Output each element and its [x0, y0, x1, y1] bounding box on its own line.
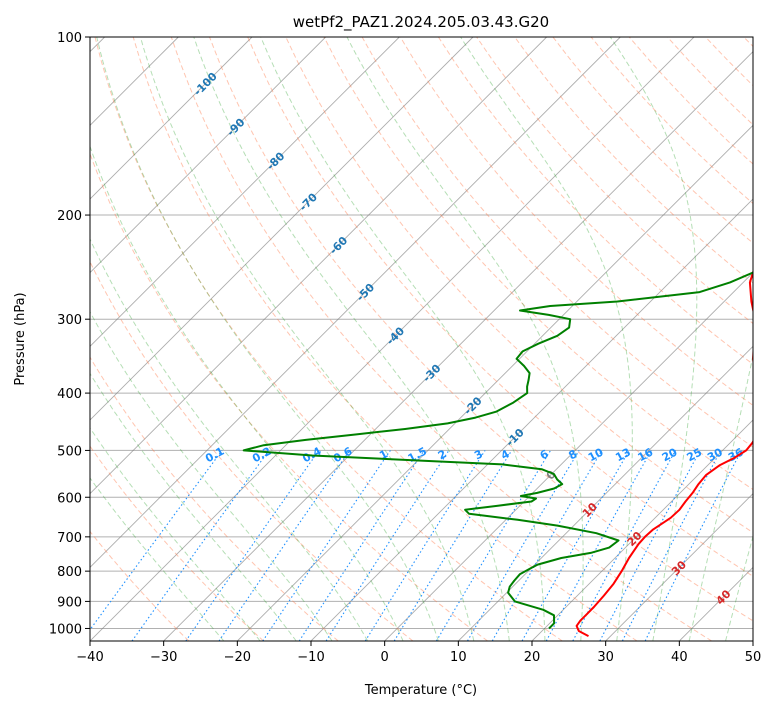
mixing-ratio-label: 30 — [705, 445, 725, 464]
moist-adiabat-line — [90, 427, 261, 641]
moist-adiabat-line — [139, 37, 475, 641]
x-tick-label: −30 — [150, 650, 177, 665]
mixing-ratio-line — [325, 450, 450, 641]
dry-adiabat-line — [437, 37, 753, 365]
plot-area: 0.1 0.2 0.4 0.6 1 1.5 2 3 4 6 8 10 13 16 20 25 30 36-100-… — [90, 37, 753, 641]
dry-adiabat-line — [90, 260, 414, 641]
isotherm-line — [752, 640, 753, 641]
mixing-ratio-label: 25 — [685, 446, 705, 465]
moist-adiabat-line — [96, 37, 439, 641]
dry-adiabat-line — [247, 37, 753, 577]
moist-adiabat-line — [90, 145, 404, 641]
plot-frame — [89, 36, 754, 642]
isotherm-line — [310, 198, 753, 641]
mixing-ratio-line — [262, 450, 391, 641]
y-tick-label: 400 — [57, 387, 82, 402]
mixing-ratio-line — [644, 450, 742, 641]
moist-adiabat-line — [193, 37, 510, 641]
isotherm-line — [237, 124, 753, 641]
x-tick-label: 0 — [381, 650, 389, 665]
isotherm-line — [90, 37, 326, 274]
axes: −40 −30 −20 −10 0 10 20 30 40 50 100 200 300 400 500 60… — [49, 31, 761, 665]
plot-background — [90, 37, 753, 641]
mixing-ratio-line — [218, 450, 351, 641]
y-tick-label: 100 — [57, 31, 82, 46]
isotherm-line — [163, 51, 753, 641]
mixing-ratio-line — [131, 450, 270, 641]
dry-adiabat-line — [94, 37, 563, 641]
dry-adiabat-line — [132, 37, 638, 641]
isotherm-line — [605, 493, 753, 641]
y-tick-label: 200 — [57, 209, 82, 224]
mixing-ratio-label: 20 — [660, 445, 680, 464]
moist-adiabat-line — [90, 372, 297, 641]
isotherm-line — [90, 37, 253, 200]
x-tick-label: 30 — [597, 650, 614, 665]
x-axis-label: Temperature (°C) — [364, 683, 477, 698]
dry-adiabat-line — [170, 37, 712, 641]
isotherm-line — [90, 37, 695, 641]
dry-adiabat-line — [323, 37, 753, 491]
dry-adiabat-line — [90, 356, 339, 641]
x-tick-label: −40 — [76, 650, 103, 665]
moist-adiabat-line — [688, 352, 753, 641]
mixing-ratio-line — [298, 450, 425, 641]
isotherm-line — [90, 37, 400, 347]
x-tick-label: 50 — [745, 650, 762, 665]
y-tick-label: 800 — [57, 565, 82, 580]
mixing-ratio-line — [185, 450, 320, 641]
x-tick-label: −20 — [224, 650, 251, 665]
dry-adiabat-line — [90, 152, 488, 641]
dewpoint-profile-line — [242, 271, 753, 630]
moist-adiabat-line — [609, 37, 698, 641]
moist-adiabat-line — [260, 37, 546, 641]
moist-adiabat-line — [90, 477, 225, 641]
x-tick-label: 40 — [671, 650, 688, 665]
moist-adiabat-line — [346, 37, 584, 641]
y-axis-label: Pressure (hPa) — [13, 292, 28, 385]
dry-adiabat-line — [90, 445, 264, 641]
x-tick-label: −10 — [297, 650, 324, 665]
moist-adiabat-line — [90, 310, 333, 641]
mixing-ratio-line — [90, 450, 223, 631]
mixing-ratio-line — [393, 450, 513, 641]
y-tick-label: 300 — [57, 313, 82, 328]
moist-adiabat-line — [725, 534, 753, 641]
dry-adiabat-line — [399, 37, 753, 407]
y-tick-label: 700 — [57, 531, 82, 546]
mixing-ratio-label: 13 — [613, 446, 633, 465]
temperature-profile-line — [575, 269, 753, 637]
x-tick-label: 20 — [524, 650, 541, 665]
mixing-ratio-line — [621, 450, 722, 641]
y-tick-label: 500 — [57, 444, 82, 459]
y-tick-label: 1000 — [49, 622, 82, 637]
mixing-ratio-label: 16 — [636, 445, 656, 464]
y-tick-label: 600 — [57, 491, 82, 506]
mixing-ratio-line — [545, 450, 652, 641]
mixing-ratio-label: 10 — [586, 445, 606, 464]
y-tick-label: 900 — [57, 595, 82, 610]
isotherm-line — [458, 345, 753, 641]
isotherm-line — [90, 37, 547, 495]
mixing-ratio-line — [521, 450, 630, 641]
isotherm-line — [90, 37, 621, 568]
isotherm-line — [531, 419, 753, 641]
chart-title: wetPf2_PAZ1.2024.205.03.43.G20 — [293, 13, 549, 32]
isotherm-line — [90, 37, 474, 421]
moist-adiabat-line — [90, 237, 369, 641]
isotherm-line — [384, 272, 753, 641]
dry-adiabat-line — [90, 530, 190, 641]
mixing-ratio-line — [572, 450, 676, 641]
x-tick-label: 10 — [450, 650, 467, 665]
